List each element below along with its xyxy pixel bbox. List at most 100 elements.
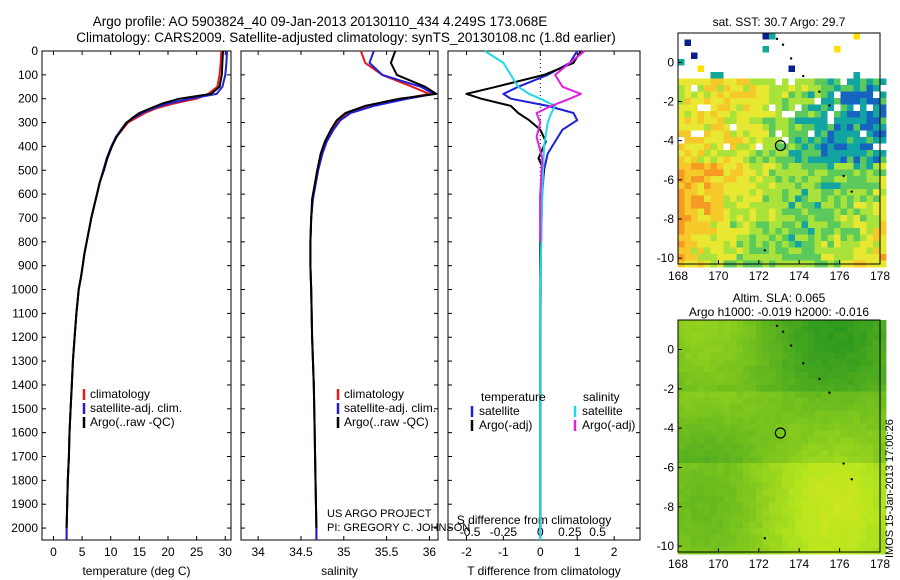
map-cell xyxy=(762,111,770,118)
map-cell xyxy=(723,469,731,477)
map-cell xyxy=(873,437,880,444)
map-cell xyxy=(840,91,848,99)
map-cell xyxy=(827,437,835,444)
map-cell xyxy=(808,534,815,542)
map-cell xyxy=(814,59,822,66)
map-cell xyxy=(853,502,861,509)
map-cell xyxy=(873,515,880,522)
map-cell xyxy=(723,404,731,412)
map-cell xyxy=(684,208,692,216)
map-cell xyxy=(782,320,789,327)
map-cell xyxy=(717,404,724,412)
map-cell xyxy=(873,352,880,360)
map-cell xyxy=(801,202,809,209)
map-cell xyxy=(814,247,822,255)
map-cell xyxy=(756,495,763,503)
map-cell xyxy=(801,391,809,399)
map-cell xyxy=(743,46,750,53)
map-cell xyxy=(814,333,822,340)
map-cell xyxy=(736,137,744,144)
map-cell xyxy=(749,456,757,464)
map-cell xyxy=(717,463,724,470)
map-cell xyxy=(775,182,783,190)
map-cell xyxy=(879,65,887,73)
map-cell xyxy=(821,417,828,425)
map-x-tick-label: 172 xyxy=(749,269,769,283)
map-cell xyxy=(769,450,776,457)
map-cell xyxy=(678,215,685,222)
map-cell xyxy=(717,385,724,392)
map-cell xyxy=(697,404,705,412)
map-cell xyxy=(814,404,822,412)
map-cell xyxy=(762,202,770,209)
map-cell xyxy=(769,372,776,379)
map-cell xyxy=(736,91,744,99)
map-cell xyxy=(762,437,770,444)
map-cell xyxy=(860,456,867,464)
map-cell xyxy=(730,417,737,425)
map-cell xyxy=(873,365,880,373)
map-cell xyxy=(710,547,718,555)
map-cell xyxy=(684,182,692,190)
map-cell xyxy=(814,430,822,438)
x2-tick-label: -0.5 xyxy=(460,525,481,539)
map-cell xyxy=(717,378,724,386)
map-cell xyxy=(860,247,867,255)
map-cell xyxy=(801,528,809,535)
map-cell xyxy=(684,254,692,261)
map-cell xyxy=(782,508,789,516)
map-cell xyxy=(756,463,763,470)
map-cell xyxy=(795,463,802,470)
map-cell xyxy=(697,59,705,66)
map-cell xyxy=(801,476,809,483)
map-cell xyxy=(808,443,815,451)
map-cell xyxy=(808,52,815,60)
map-cell xyxy=(801,65,809,73)
map-y-tick-label: -2 xyxy=(663,95,674,109)
map-cell xyxy=(749,541,757,548)
map-cell xyxy=(808,208,815,216)
map-cell xyxy=(814,359,822,366)
map-cell xyxy=(697,391,705,399)
map-cell xyxy=(691,417,698,425)
map-cell xyxy=(821,46,828,53)
map-cell xyxy=(834,489,841,496)
map-cell xyxy=(840,515,848,522)
map-cell xyxy=(769,430,776,438)
map-cell xyxy=(775,443,783,451)
map-cell xyxy=(795,320,802,327)
map-cell xyxy=(691,528,698,535)
map-cell xyxy=(749,124,757,131)
map-cell xyxy=(834,502,841,509)
map-cell xyxy=(691,320,698,327)
map-cell xyxy=(723,489,731,496)
map-cell xyxy=(808,489,815,496)
map-cell xyxy=(704,430,711,438)
map-cell xyxy=(756,437,763,444)
map-cell xyxy=(684,52,692,60)
map-cell xyxy=(704,221,711,229)
map-cell xyxy=(873,326,880,334)
map-cell xyxy=(788,91,796,99)
island-dot xyxy=(828,391,831,394)
map-cell xyxy=(801,515,809,522)
map-cell xyxy=(860,150,867,157)
map-cell xyxy=(827,215,835,222)
map-cell xyxy=(769,320,776,327)
map-cell xyxy=(749,85,757,92)
map-cell xyxy=(723,476,731,483)
map-cell xyxy=(684,150,692,157)
map-cell xyxy=(775,476,783,483)
map-cell xyxy=(769,404,776,412)
map-cell xyxy=(717,163,724,170)
map-cell xyxy=(691,521,698,529)
map-cell xyxy=(847,228,854,235)
map-cell xyxy=(769,104,776,112)
map-cell xyxy=(769,156,776,164)
x-tick-label-difference: -2 xyxy=(461,545,472,559)
map-cell xyxy=(684,33,692,40)
map-cell xyxy=(821,541,828,548)
map-cell xyxy=(873,202,880,209)
map-cell xyxy=(756,385,763,392)
